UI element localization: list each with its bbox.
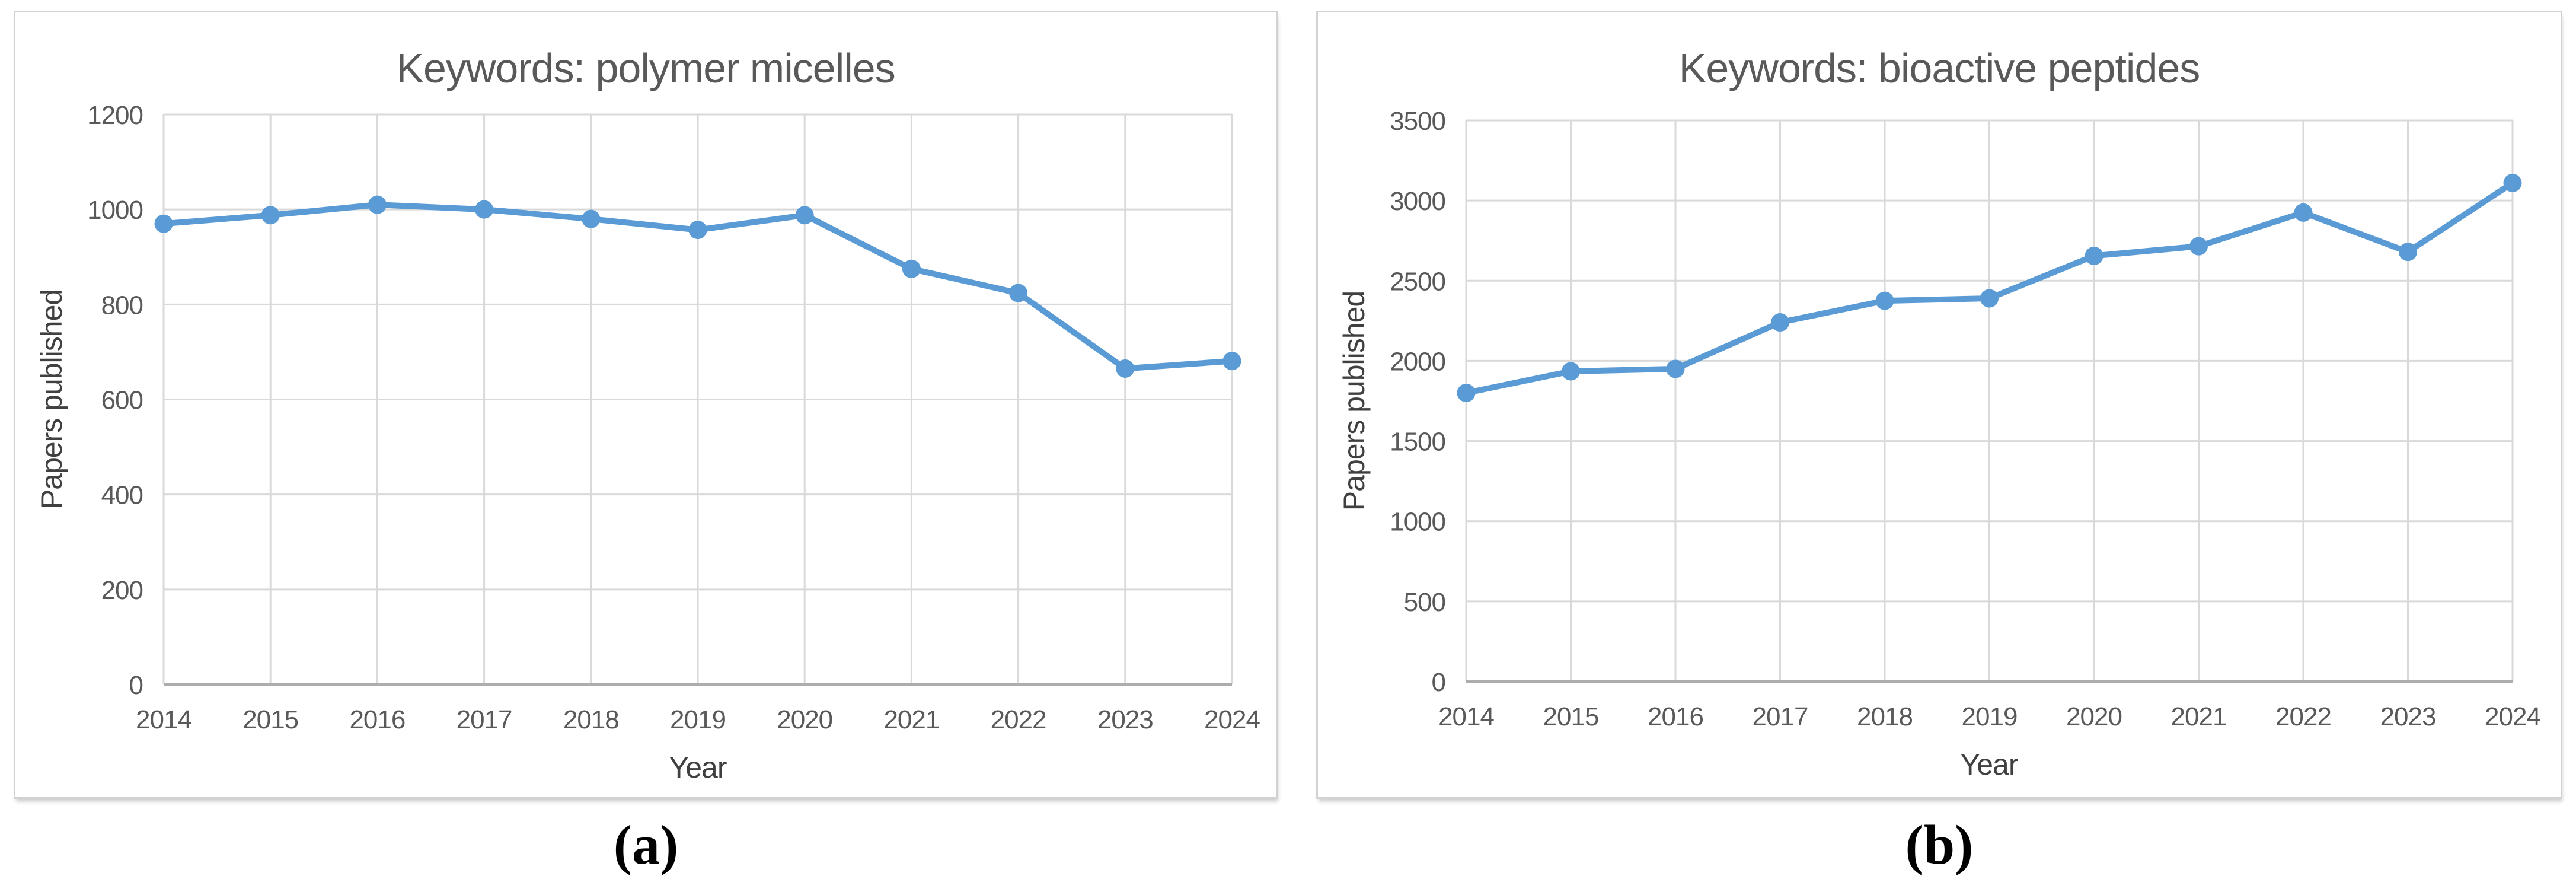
svg-text:2015: 2015 — [242, 705, 298, 734]
y-axis-title-b: Papers published — [1338, 291, 1371, 511]
svg-text:2015: 2015 — [1543, 702, 1599, 731]
svg-text:2019: 2019 — [1962, 702, 2018, 731]
svg-text:2500: 2500 — [1390, 267, 1445, 296]
svg-text:200: 200 — [101, 576, 143, 605]
svg-text:400: 400 — [101, 481, 143, 510]
svg-text:2023: 2023 — [2380, 702, 2436, 731]
polymer-micelles-chart: 0 200 400 600 800 1000 1200 2014 2015 2016 2017 201… — [35, 45, 1260, 784]
chart-title-a: Keywords: polymer micelles — [396, 45, 895, 91]
y-axis-title-a: Papers published — [35, 289, 68, 509]
chart-title-b: Keywords: bioactive peptides — [1679, 45, 2200, 91]
svg-text:1500: 1500 — [1390, 428, 1445, 457]
svg-text:0: 0 — [1432, 668, 1445, 697]
svg-text:1000: 1000 — [87, 196, 143, 225]
svg-text:2024: 2024 — [1204, 705, 1260, 734]
gridlines-b — [1465, 119, 2514, 683]
svg-text:3500: 3500 — [1390, 107, 1445, 136]
svg-text:2014: 2014 — [136, 705, 191, 734]
svg-text:500: 500 — [1404, 588, 1445, 617]
svg-text:800: 800 — [101, 291, 143, 320]
data-series-b — [1457, 173, 2522, 402]
svg-text:2017: 2017 — [1753, 702, 1808, 731]
x-axis-title-a: Year — [669, 751, 726, 784]
svg-text:2022: 2022 — [2275, 702, 2331, 731]
chart-panel-b: 0 500 1000 1500 2000 2500 3000 3500 2014 2015 2016… — [1316, 11, 2562, 799]
svg-text:2020: 2020 — [777, 705, 832, 734]
svg-text:0: 0 — [129, 671, 143, 700]
gridlines-a — [162, 113, 1233, 686]
svg-text:2021: 2021 — [2171, 702, 2227, 731]
axis-ticks-a: 0 200 400 600 800 1000 1200 2014 2015 2016 2017 201… — [87, 101, 1260, 734]
panel-label-a: (a) — [613, 814, 679, 876]
svg-text:2018: 2018 — [563, 705, 619, 734]
axis-ticks-b: 0 500 1000 1500 2000 2500 3000 3500 2014 2015 2016… — [1390, 107, 2541, 731]
svg-text:1000: 1000 — [1390, 508, 1445, 537]
svg-text:600: 600 — [101, 386, 143, 415]
svg-text:1200: 1200 — [87, 101, 143, 130]
svg-text:2000: 2000 — [1390, 347, 1445, 376]
svg-text:2017: 2017 — [457, 705, 512, 734]
svg-text:2020: 2020 — [2066, 702, 2122, 731]
panel-label-b: (b) — [1905, 814, 1974, 876]
svg-text:2023: 2023 — [1097, 705, 1153, 734]
bioactive-peptides-chart: 0 500 1000 1500 2000 2500 3000 3500 2014 2015 2016… — [1338, 45, 2541, 781]
data-series-a — [154, 195, 1241, 378]
svg-text:2016: 2016 — [349, 705, 405, 734]
x-axis-title-b: Year — [1960, 748, 2018, 781]
svg-text:2016: 2016 — [1648, 702, 1703, 731]
svg-text:2022: 2022 — [991, 705, 1046, 734]
svg-text:2019: 2019 — [670, 705, 726, 734]
svg-text:2024: 2024 — [2485, 702, 2540, 731]
chart-panel-a: 0 200 400 600 800 1000 1200 2014 2015 2016 2017 201… — [14, 11, 1278, 799]
svg-text:2014: 2014 — [1438, 702, 1494, 731]
svg-text:2018: 2018 — [1857, 702, 1913, 731]
svg-text:3000: 3000 — [1390, 187, 1445, 216]
svg-text:2021: 2021 — [883, 705, 939, 734]
